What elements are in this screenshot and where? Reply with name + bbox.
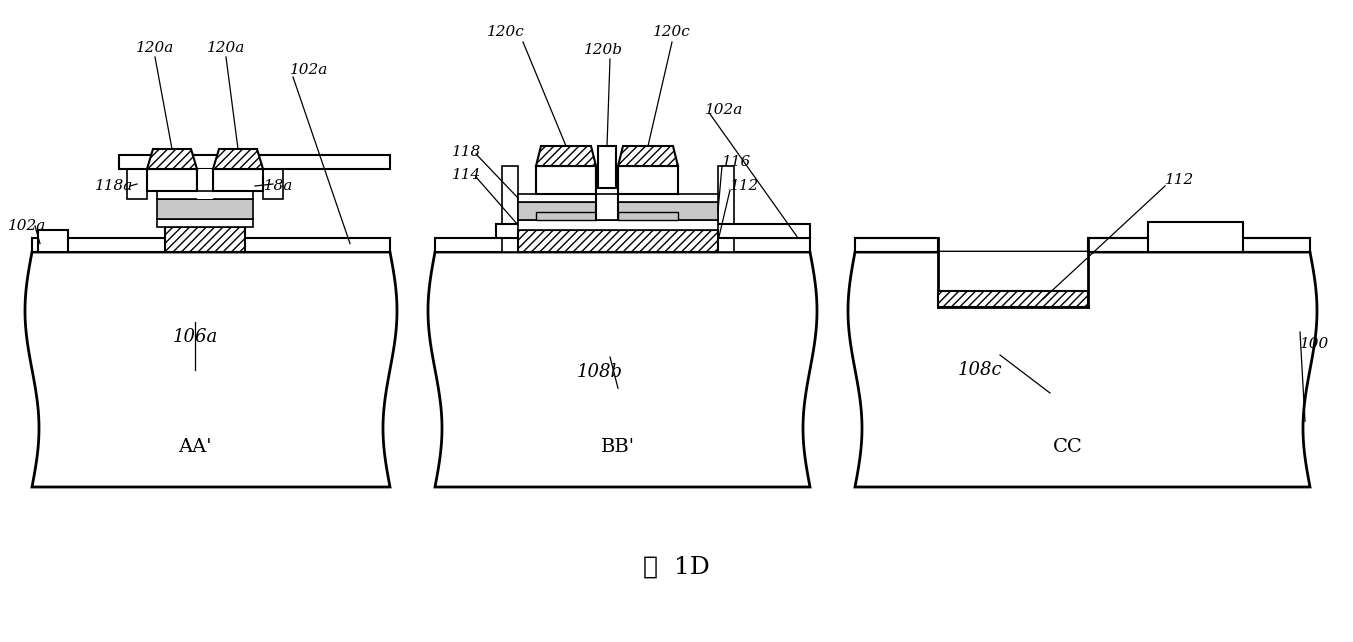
Bar	[157, 219, 253, 227]
Text: 106a: 106a	[172, 328, 218, 346]
Text: 118: 118	[452, 145, 482, 159]
Bar	[518, 230, 718, 252]
Polygon shape	[147, 149, 198, 169]
Bar	[1147, 222, 1243, 252]
Text: 120a: 120a	[207, 41, 245, 55]
Bar	[938, 291, 1088, 307]
Bar	[1088, 238, 1310, 252]
Polygon shape	[848, 252, 1316, 487]
Bar	[855, 238, 938, 252]
Bar	[597, 184, 618, 220]
Text: 120b: 120b	[583, 43, 622, 57]
Text: 116: 116	[723, 155, 751, 169]
Text: 120a: 120a	[135, 41, 175, 55]
Polygon shape	[618, 146, 678, 166]
Text: 102a: 102a	[8, 219, 46, 233]
Text: 102a: 102a	[290, 63, 329, 77]
Bar	[497, 224, 810, 238]
Bar	[536, 212, 597, 220]
Text: CC: CC	[1053, 438, 1082, 456]
Bar	[598, 146, 616, 188]
Bar	[262, 169, 283, 199]
Bar	[518, 194, 718, 202]
Bar	[127, 169, 147, 199]
Bar	[157, 191, 253, 199]
Text: 118a: 118a	[254, 179, 294, 193]
Text: 120c: 120c	[653, 25, 691, 39]
Bar	[536, 166, 597, 194]
Polygon shape	[428, 252, 817, 487]
Text: 102a: 102a	[705, 103, 743, 117]
Bar	[938, 252, 1088, 307]
Text: AA': AA'	[179, 438, 212, 456]
Bar	[198, 169, 212, 199]
Bar	[165, 227, 245, 252]
Text: 图  1D: 图 1D	[643, 555, 709, 578]
Bar	[502, 166, 518, 252]
Text: 100: 100	[1300, 337, 1329, 351]
Bar	[436, 238, 810, 252]
Bar	[157, 199, 253, 219]
Polygon shape	[212, 149, 262, 169]
Text: 112: 112	[731, 179, 759, 193]
Bar	[38, 230, 68, 252]
Bar	[618, 166, 678, 194]
Text: 120c: 120c	[487, 25, 525, 39]
Bar	[212, 169, 262, 191]
Polygon shape	[24, 252, 396, 487]
Polygon shape	[536, 146, 597, 166]
Bar	[518, 220, 718, 230]
Text: 114: 114	[452, 168, 482, 182]
Text: BB': BB'	[601, 438, 635, 456]
Text: 118a: 118a	[95, 179, 134, 193]
Bar	[618, 212, 678, 220]
Bar	[119, 155, 390, 169]
Bar	[518, 202, 718, 220]
Bar	[147, 169, 198, 191]
Bar	[32, 238, 390, 252]
Text: 108b: 108b	[576, 363, 622, 381]
Bar	[718, 166, 733, 252]
Text: 112: 112	[1165, 173, 1195, 187]
Text: 108c: 108c	[958, 361, 1003, 379]
